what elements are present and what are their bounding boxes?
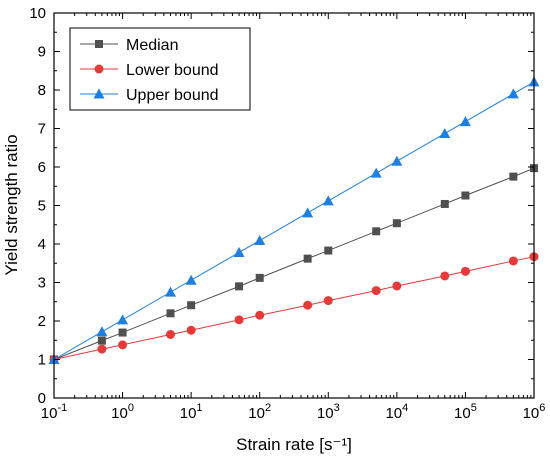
legend-marker-upper-bound [93,88,105,99]
upper-bound-point [96,326,108,337]
median-point [324,246,333,255]
upper-bound-point [302,207,314,218]
y-tick-label: 3 [38,275,46,292]
lower-bound-point [460,266,470,276]
y-tick-label: 10 [29,5,46,22]
x-tick-label: 103 [317,402,340,422]
median-point [440,199,449,208]
x-tick-label: 104 [385,402,408,422]
y-tick-label: 8 [38,82,46,99]
upper-bound-point [459,116,471,127]
y-tick-label: 4 [38,236,46,253]
legend-items: Median Lower bound Upper bound [80,37,219,104]
x-axis-title: Strain rate [s⁻¹] [236,435,352,454]
x-tick-label: 101 [180,402,203,422]
y-tick-label: 5 [38,198,46,215]
series-lower-bound [49,252,539,364]
upper-bound-point [117,314,129,325]
series-median [50,164,538,364]
lower-bound-point [440,271,450,281]
median-point [166,309,175,318]
legend-item-upper-bound: Upper bound [80,87,219,104]
median-point [235,282,244,291]
lower-bound-point [508,256,518,266]
x-tick-label: 102 [248,402,271,422]
median-point [461,191,470,200]
series-layer [48,76,540,364]
lower-bound-point [371,286,381,296]
median-point [392,219,401,228]
upper-bound-point [322,195,334,206]
legend-item-lower-bound: Lower bound [80,62,219,79]
y-axis-title: Yield strength ratio [2,134,21,275]
legend-marker-lower-bound [94,64,104,74]
y-tick-label: 9 [38,44,46,61]
median-point [97,336,106,345]
legend-label-lower-bound: Lower bound [126,62,219,79]
lower-bound-point [392,281,402,291]
labels-layer: 10-1 100 101 102 103 104 105 106 0 1 2 3 4 5 6 7 8 9 10 [29,5,545,422]
upper-bound-point [254,235,266,246]
lower-bound-point [166,329,176,339]
y-tick-label: 1 [38,352,46,369]
y-tick-label: 7 [38,121,46,138]
x-tick-label: 105 [454,402,477,422]
median-point [118,328,127,337]
upper-bound-point [439,128,451,139]
lower-bound-point [234,315,244,325]
series-upper-bound [48,76,540,364]
legend-label-upper-bound: Upper bound [126,87,219,104]
legend-marker-median [95,40,103,48]
upper-bound-point [391,155,403,166]
upper-bound-point [185,274,197,285]
median-point [255,273,264,282]
median-point [509,172,518,181]
median-point [303,254,312,263]
y-tick-label: 2 [38,313,46,330]
x-tick-label: 106 [523,402,546,422]
upper-bound-point [507,88,519,99]
x-tick-label: 100 [111,402,134,422]
upper-bound-point [233,246,245,257]
ticks-layer [53,12,535,399]
lower-bound-point [97,344,107,354]
lower-bound-point [186,325,196,335]
lower-bound-point [303,300,313,310]
lower-bound-point [255,310,265,320]
median-point [187,301,196,310]
legend: Median Lower bound Upper bound [69,27,251,111]
lower-bound-point [323,296,333,306]
lower-bound-point [118,340,128,350]
y-tick-label: 0 [38,390,46,407]
x-tick-label: 10-1 [41,402,67,422]
y-tick-label: 6 [38,159,46,176]
median-point [372,227,381,236]
upper-bound-point [370,167,382,178]
legend-item-median: Median [80,37,178,54]
upper-bound-point [165,286,177,297]
legend-label-median: Median [126,37,178,54]
